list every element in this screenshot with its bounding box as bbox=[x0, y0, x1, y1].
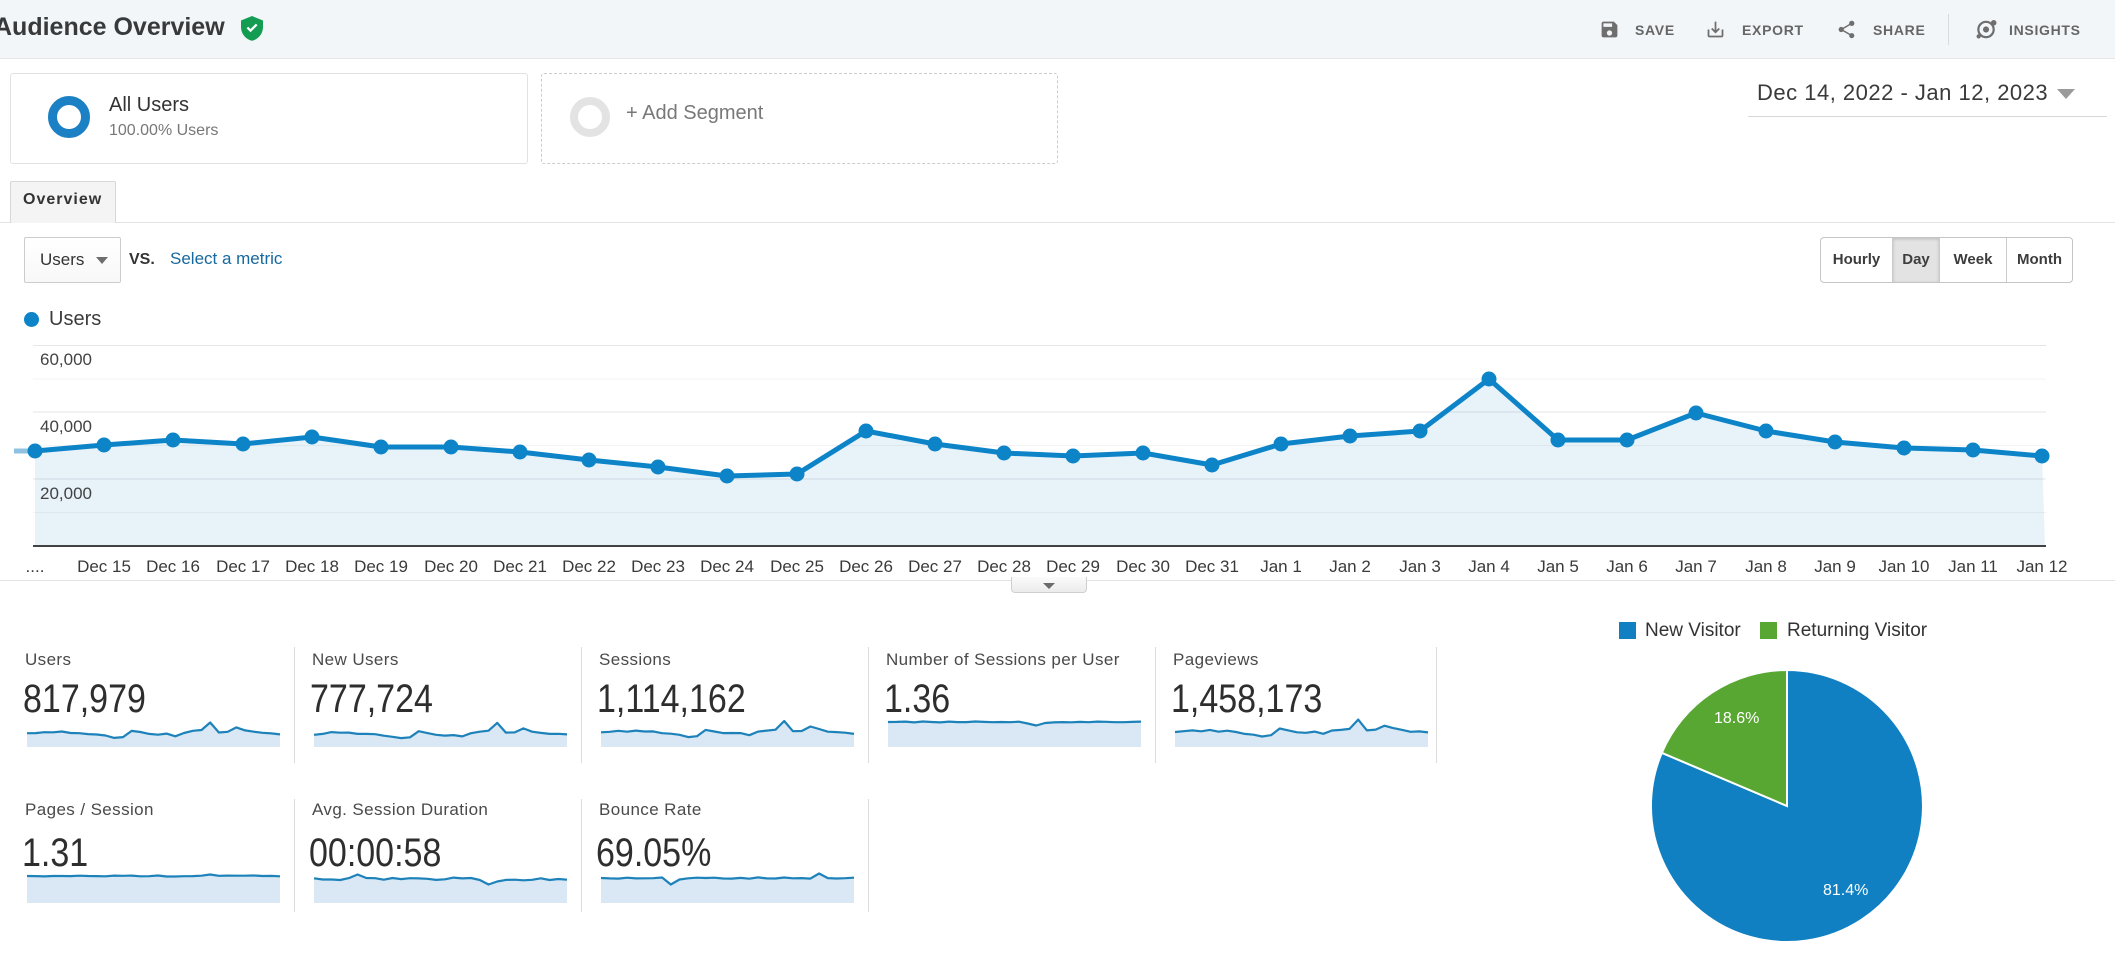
svg-text:Dec 23: Dec 23 bbox=[631, 557, 685, 576]
svg-text:Jan 10: Jan 10 bbox=[1878, 557, 1929, 576]
svg-text:Dec 17: Dec 17 bbox=[216, 557, 270, 576]
svg-text:Jan 12: Jan 12 bbox=[2016, 557, 2067, 576]
svg-text:60,000: 60,000 bbox=[40, 350, 92, 369]
svg-text:18.6%: 18.6% bbox=[1714, 710, 1759, 727]
svg-text:Jan 3: Jan 3 bbox=[1399, 557, 1441, 576]
svg-text:Dec 20: Dec 20 bbox=[424, 557, 478, 576]
svg-text:Jan 4: Jan 4 bbox=[1468, 557, 1510, 576]
svg-text:Jan 9: Jan 9 bbox=[1814, 557, 1856, 576]
svg-text:....: .... bbox=[26, 557, 45, 576]
svg-text:Dec 18: Dec 18 bbox=[285, 557, 339, 576]
svg-text:Dec 29: Dec 29 bbox=[1046, 557, 1100, 576]
svg-text:81.4%: 81.4% bbox=[1823, 882, 1868, 899]
svg-text:Dec 24: Dec 24 bbox=[700, 557, 754, 576]
svg-text:20,000: 20,000 bbox=[40, 484, 92, 503]
svg-text:Jan 8: Jan 8 bbox=[1745, 557, 1787, 576]
svg-text:Jan 2: Jan 2 bbox=[1329, 557, 1371, 576]
svg-text:Jan 7: Jan 7 bbox=[1675, 557, 1717, 576]
svg-text:Dec 30: Dec 30 bbox=[1116, 557, 1170, 576]
svg-text:Dec 22: Dec 22 bbox=[562, 557, 616, 576]
svg-text:Dec 28: Dec 28 bbox=[977, 557, 1031, 576]
svg-text:Jan 5: Jan 5 bbox=[1537, 557, 1579, 576]
svg-text:Dec 26: Dec 26 bbox=[839, 557, 893, 576]
svg-text:Dec 25: Dec 25 bbox=[770, 557, 824, 576]
svg-text:Dec 21: Dec 21 bbox=[493, 557, 547, 576]
svg-text:Dec 16: Dec 16 bbox=[146, 557, 200, 576]
svg-text:Jan 11: Jan 11 bbox=[1948, 557, 1998, 576]
svg-text:Jan 6: Jan 6 bbox=[1606, 557, 1648, 576]
svg-text:Dec 15: Dec 15 bbox=[77, 557, 131, 576]
svg-text:Dec 27: Dec 27 bbox=[908, 557, 962, 576]
svg-text:Jan 1: Jan 1 bbox=[1260, 557, 1302, 576]
svg-text:Dec 19: Dec 19 bbox=[354, 557, 408, 576]
svg-text:40,000: 40,000 bbox=[40, 417, 92, 436]
svg-text:Dec 31: Dec 31 bbox=[1185, 557, 1239, 576]
